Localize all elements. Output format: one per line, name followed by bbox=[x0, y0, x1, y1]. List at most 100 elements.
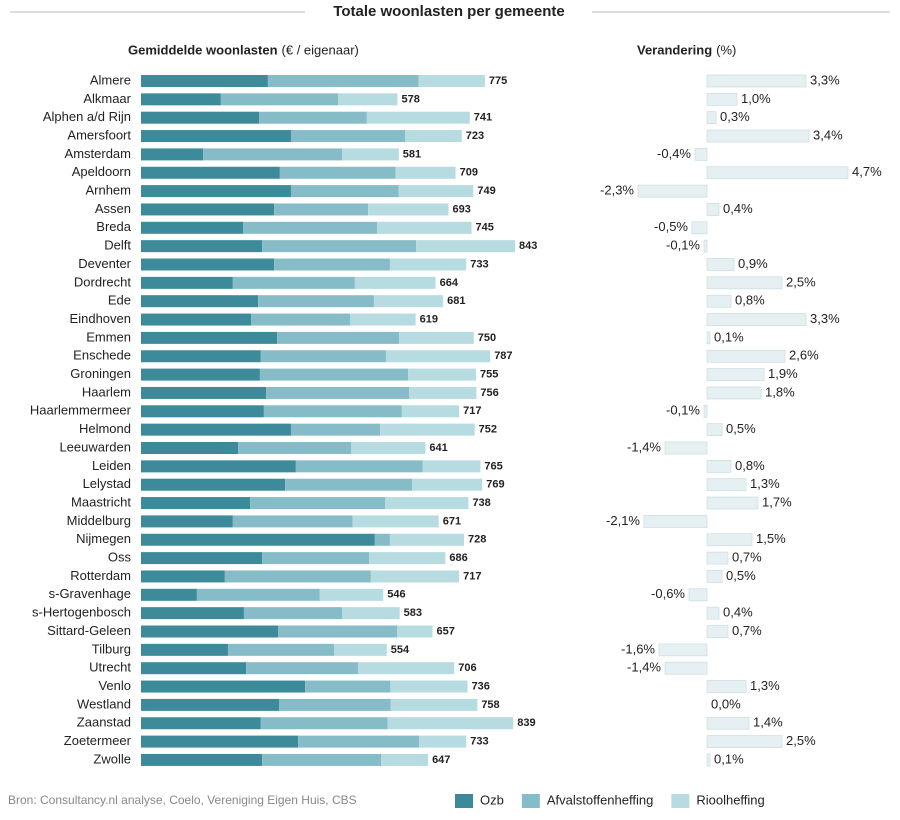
bar-segment bbox=[260, 350, 386, 363]
total-label: 657 bbox=[437, 625, 455, 637]
bar-segment bbox=[141, 313, 252, 326]
total-label: 741 bbox=[474, 112, 492, 124]
change-bar bbox=[703, 239, 708, 253]
bar-segment bbox=[141, 680, 306, 693]
change-bar bbox=[706, 551, 729, 565]
bar-segment bbox=[238, 442, 352, 454]
total-label: 546 bbox=[387, 589, 405, 601]
change-bar bbox=[706, 753, 711, 767]
bar-segment bbox=[290, 185, 399, 198]
change-bar bbox=[706, 368, 765, 381]
value-label: -0,5% bbox=[654, 219, 688, 234]
bar-segment bbox=[141, 662, 247, 675]
value-label: 3,3% bbox=[810, 72, 840, 87]
change-bar bbox=[706, 386, 762, 400]
bar-segment bbox=[341, 148, 399, 161]
value-label: -0,4% bbox=[657, 146, 691, 161]
value-label: 1,4% bbox=[753, 715, 783, 730]
bar-segment bbox=[397, 625, 433, 638]
value-label: 3,3% bbox=[810, 311, 840, 326]
category-label: Venlo bbox=[98, 678, 131, 693]
total-label: 686 bbox=[449, 552, 467, 564]
change-bar bbox=[706, 349, 786, 363]
change-bar bbox=[694, 148, 708, 161]
bar-segment bbox=[357, 662, 455, 675]
value-label: -1,6% bbox=[621, 641, 655, 656]
category-label: Eindhoven bbox=[70, 311, 131, 326]
category-label: Breda bbox=[96, 219, 131, 234]
total-label: 787 bbox=[494, 350, 512, 362]
change-bar bbox=[706, 478, 747, 492]
bar-segment bbox=[141, 698, 279, 711]
bar-segment bbox=[319, 588, 384, 601]
bar-segment bbox=[263, 405, 402, 418]
total-label: 554 bbox=[391, 644, 410, 656]
bar-segment bbox=[369, 552, 446, 565]
bar-segment bbox=[373, 295, 444, 308]
category-label: Westland bbox=[77, 696, 131, 711]
value-label: 0,5% bbox=[726, 421, 756, 436]
bar-segment bbox=[141, 166, 280, 179]
bar-segment bbox=[295, 460, 423, 473]
bar-segment bbox=[290, 423, 381, 436]
change-bar bbox=[706, 680, 747, 693]
category-label: Dordrecht bbox=[74, 274, 131, 289]
bar-segment bbox=[224, 570, 371, 583]
legend-label: Rioolheffing bbox=[696, 792, 764, 807]
value-label: -0,1% bbox=[666, 403, 700, 418]
total-label: 671 bbox=[443, 515, 461, 527]
value-label: 0,3% bbox=[720, 109, 750, 124]
category-label: Sittard-Geleen bbox=[47, 623, 131, 638]
bar-segment bbox=[267, 75, 419, 87]
value-label: 2,6% bbox=[789, 348, 819, 363]
bar-segment bbox=[377, 221, 472, 234]
bar-segment bbox=[290, 130, 406, 143]
legend-label: Afvalstoffenheffing bbox=[547, 792, 654, 807]
bar-segment bbox=[349, 313, 416, 326]
change-bar bbox=[688, 588, 708, 602]
value-label: 0,4% bbox=[723, 605, 753, 620]
bar-segment bbox=[141, 533, 375, 546]
change-bar bbox=[706, 606, 720, 620]
bar-segment bbox=[408, 368, 476, 381]
total-label: 756 bbox=[480, 387, 498, 399]
bar-segment bbox=[141, 552, 263, 565]
bar-segment bbox=[141, 368, 260, 381]
total-label: 664 bbox=[440, 277, 459, 289]
category-label: Enschede bbox=[73, 348, 131, 363]
chart-title: Verandering bbox=[637, 42, 712, 57]
change-bar bbox=[658, 643, 708, 657]
bar-segment bbox=[366, 111, 470, 124]
category-label: Groningen bbox=[70, 366, 131, 381]
bar-segment bbox=[260, 717, 388, 730]
value-label: 4,7% bbox=[852, 164, 882, 179]
category-label: Delft bbox=[104, 238, 131, 253]
bar-segment bbox=[220, 93, 339, 106]
value-label: 0,7% bbox=[732, 550, 762, 565]
change-bar bbox=[706, 460, 732, 473]
bar-segment bbox=[381, 753, 429, 766]
change-bar bbox=[706, 258, 735, 271]
value-label: -1,4% bbox=[627, 439, 661, 454]
bar-segment bbox=[422, 460, 481, 473]
bar-segment bbox=[352, 515, 439, 528]
change-bar bbox=[706, 74, 807, 88]
value-label: 0,8% bbox=[735, 458, 765, 473]
change-bar bbox=[706, 129, 810, 143]
category-label: Helmond bbox=[79, 421, 131, 436]
category-label: Zwolle bbox=[93, 751, 131, 766]
bar-segment bbox=[351, 442, 426, 454]
bar-segment bbox=[278, 625, 398, 638]
bar-segment bbox=[262, 240, 417, 253]
total-label: 693 bbox=[452, 203, 470, 215]
total-label: 839 bbox=[517, 717, 535, 729]
change-bar bbox=[706, 423, 723, 436]
total-label: 709 bbox=[460, 167, 478, 179]
value-label: 2,5% bbox=[786, 733, 816, 748]
category-label: Amsterdam bbox=[65, 146, 131, 161]
legend-label: Ozb bbox=[480, 792, 504, 807]
bar-segment bbox=[398, 185, 474, 198]
bar-segment bbox=[141, 753, 263, 766]
value-label: 1,3% bbox=[750, 678, 780, 693]
category-label: Emmen bbox=[86, 329, 131, 344]
